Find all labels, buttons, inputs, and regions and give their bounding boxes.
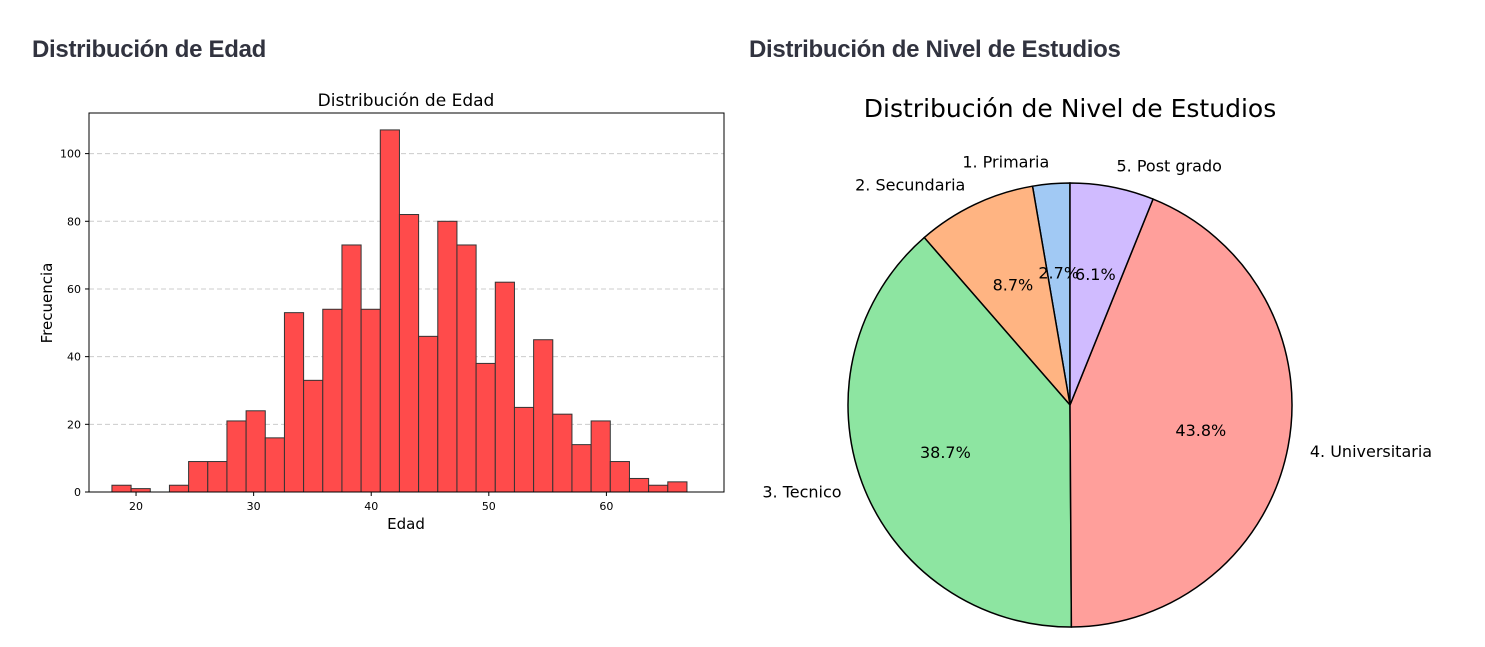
x-tick-label: 40 bbox=[364, 500, 378, 513]
pie-percent-label: 2.7% bbox=[1038, 263, 1079, 282]
y-tick-label: 20 bbox=[67, 418, 81, 431]
pie-slice bbox=[923, 185, 1072, 408]
histogram-bar bbox=[533, 339, 554, 493]
y-tick-label: 100 bbox=[60, 148, 81, 161]
histogram-bar bbox=[303, 379, 324, 493]
histogram-bar bbox=[398, 214, 420, 493]
histogram-bar bbox=[207, 461, 228, 493]
pie-slice bbox=[1069, 198, 1293, 628]
histogram-bar bbox=[494, 281, 515, 493]
pie-percent-label: 43.8% bbox=[1175, 421, 1226, 440]
histogram-bar bbox=[437, 220, 458, 493]
histogram-gridlines bbox=[89, 153, 724, 425]
histogram-ylabel: Frecuencia bbox=[38, 263, 56, 344]
histogram-bar bbox=[571, 444, 592, 493]
histogram-bar bbox=[264, 437, 285, 493]
x-tick-label: 50 bbox=[482, 500, 496, 513]
x-tick-label: 60 bbox=[599, 500, 613, 513]
pie-slice bbox=[1031, 182, 1071, 406]
histogram-bar bbox=[168, 484, 190, 493]
y-tick-label: 60 bbox=[67, 283, 81, 296]
histogram-bar bbox=[648, 484, 669, 493]
pie-slice-label: 1. Primaria bbox=[962, 153, 1049, 172]
histogram-bar bbox=[475, 362, 496, 493]
x-tick-label: 20 bbox=[129, 500, 143, 513]
y-tick-label: 40 bbox=[67, 351, 81, 364]
histogram-xlabel: Edad bbox=[387, 515, 425, 533]
pie-slice bbox=[1069, 182, 1154, 406]
histogram-bar bbox=[226, 420, 247, 493]
pie-percent-label: 38.7% bbox=[920, 443, 971, 462]
pie-title: Distribución de Nivel de Estudios bbox=[864, 94, 1276, 123]
section-heading-age: Distribución de Edad bbox=[32, 36, 267, 63]
y-tick-label: 80 bbox=[67, 215, 81, 228]
histogram-bar bbox=[552, 413, 573, 493]
pie-slice bbox=[847, 236, 1073, 628]
pie-slice-label: 4. Universitaria bbox=[1310, 442, 1432, 461]
age-histogram: 0 20 40 60 80 100 20 30 40 50 60 Distribución de E… bbox=[38, 91, 725, 533]
pie-slices bbox=[847, 182, 1293, 628]
pie-labels: 1. Primaria 2.7% 2. Secundaria 8.7% 3. Tecni… bbox=[762, 153, 1432, 502]
histogram-bars bbox=[111, 129, 688, 493]
histogram-ticks: 0 20 40 60 80 100 20 30 40 50 60 bbox=[60, 148, 613, 513]
histogram-bar bbox=[322, 308, 343, 493]
histogram-bar bbox=[283, 312, 305, 493]
pie-slice-label: 3. Tecnico bbox=[762, 482, 841, 501]
pie-slice-label: 5. Post grado bbox=[1117, 156, 1222, 175]
histogram-frame bbox=[88, 112, 725, 493]
histogram-bar bbox=[188, 461, 209, 493]
histogram-bar bbox=[111, 484, 132, 493]
histogram-bar bbox=[130, 488, 151, 493]
y-tick-label: 0 bbox=[74, 486, 81, 499]
histogram-bar bbox=[590, 420, 611, 493]
histogram-bar bbox=[456, 244, 477, 493]
histogram-bar bbox=[360, 308, 381, 493]
histogram-bar bbox=[418, 335, 439, 493]
pie-percent-label: 6.1% bbox=[1075, 265, 1116, 284]
x-tick-label: 30 bbox=[247, 500, 261, 513]
histogram-bar bbox=[245, 410, 266, 493]
histogram-bar bbox=[379, 129, 400, 493]
histogram-bar bbox=[609, 461, 630, 493]
pie-slice-label: 2. Secundaria bbox=[855, 175, 965, 194]
histogram-bar bbox=[341, 244, 362, 493]
histogram-bar bbox=[667, 481, 688, 493]
section-heading-education: Distribución de Nivel de Estudios bbox=[749, 36, 1121, 63]
histogram-title: Distribución de Edad bbox=[318, 91, 495, 111]
pie-percent-label: 8.7% bbox=[993, 276, 1034, 295]
histogram-bar bbox=[628, 477, 650, 493]
histogram-bar bbox=[513, 406, 535, 493]
